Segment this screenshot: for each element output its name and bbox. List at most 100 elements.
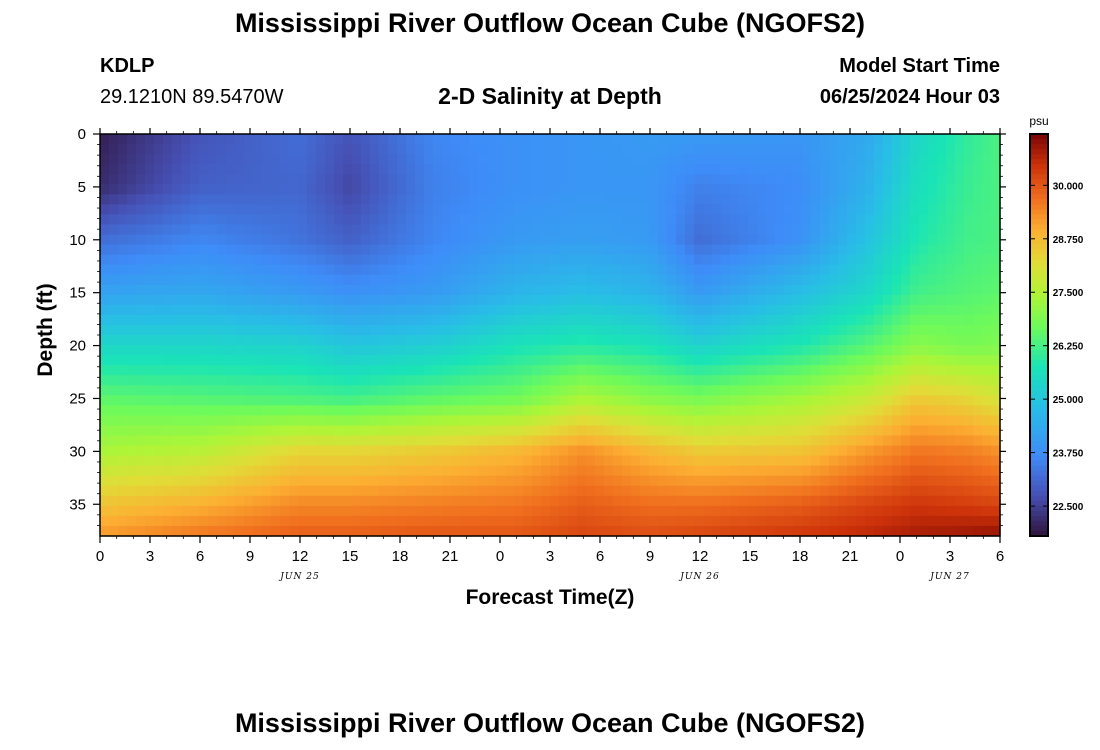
heatmap-cell xyxy=(703,385,713,396)
heatmap-cell xyxy=(649,365,659,376)
heatmap-cell xyxy=(280,465,290,477)
heatmap-cell xyxy=(955,515,965,527)
heatmap-cell xyxy=(865,254,875,266)
heatmap-cell xyxy=(397,345,407,356)
heatmap-cell xyxy=(244,415,254,427)
heatmap-cell xyxy=(784,525,794,537)
heatmap-cell xyxy=(685,314,695,326)
heatmap-cell xyxy=(658,134,668,145)
heatmap-cell xyxy=(298,144,308,155)
heatmap-cell xyxy=(991,425,1001,437)
heatmap-cell xyxy=(136,144,146,155)
heatmap-cell xyxy=(811,144,821,155)
heatmap-cell xyxy=(154,214,164,226)
heatmap-cell xyxy=(361,505,371,517)
heatmap-cell xyxy=(460,475,470,487)
heatmap-cell xyxy=(784,244,794,256)
heatmap-cell xyxy=(622,365,632,376)
heatmap-cell xyxy=(433,345,443,356)
heatmap-cell xyxy=(982,435,992,447)
heatmap-cell xyxy=(847,415,857,427)
heatmap-cell xyxy=(658,395,668,406)
heatmap-cell xyxy=(847,304,857,316)
heatmap-cell xyxy=(307,385,317,396)
heatmap-cell xyxy=(406,244,416,256)
heatmap-cell xyxy=(964,184,974,195)
heatmap-cell xyxy=(505,355,515,366)
heatmap-cell xyxy=(883,294,893,306)
heatmap-cell xyxy=(784,465,794,477)
heatmap-cell xyxy=(451,475,461,487)
heatmap-cell xyxy=(433,304,443,316)
heatmap-cell xyxy=(415,495,425,507)
heatmap-cell xyxy=(766,455,776,467)
heatmap-cell xyxy=(154,505,164,517)
heatmap-cell xyxy=(739,475,749,487)
heatmap-cell xyxy=(946,154,956,165)
heatmap-cell xyxy=(829,505,839,517)
heatmap-cell xyxy=(496,395,506,406)
x-axis: 0 3 6 9 12 15 18 21 0 3 6 9 12 15 18 21 0 3 6 xyxy=(96,128,1004,565)
heatmap-cell xyxy=(460,465,470,477)
heatmap-cell xyxy=(235,395,245,406)
heatmap-cell xyxy=(937,274,947,286)
heatmap-cell xyxy=(370,184,380,195)
heatmap-cell xyxy=(892,515,902,527)
heatmap-cell xyxy=(352,385,362,396)
heatmap-cell xyxy=(874,184,884,195)
heatmap-cell xyxy=(604,154,614,165)
heatmap-cell xyxy=(523,194,533,205)
heatmap-cell xyxy=(748,164,758,175)
heatmap-cell xyxy=(397,264,407,276)
heatmap-cell xyxy=(127,254,137,266)
heatmap-cell xyxy=(334,224,344,236)
heatmap-cell xyxy=(343,284,353,296)
heatmap-cell xyxy=(226,284,236,296)
heatmap-cell xyxy=(100,254,110,266)
heatmap-cell xyxy=(397,214,407,226)
heatmap-cell xyxy=(595,304,605,316)
heatmap-cell xyxy=(163,234,173,246)
heatmap-cell xyxy=(631,385,641,396)
heatmap-cell xyxy=(604,475,614,487)
heatmap-cell xyxy=(946,515,956,527)
heatmap-cell xyxy=(757,244,767,256)
heatmap-cell xyxy=(982,425,992,437)
heatmap-cell xyxy=(208,435,218,447)
heatmap-cell xyxy=(460,505,470,517)
heatmap-cell xyxy=(739,254,749,266)
heatmap-cell xyxy=(190,274,200,286)
heatmap-cell xyxy=(640,415,650,427)
heatmap-cell xyxy=(361,355,371,366)
heatmap-cell xyxy=(568,335,578,346)
heatmap-cell xyxy=(424,294,434,306)
heatmap-cell xyxy=(559,355,569,366)
heatmap-cell xyxy=(190,254,200,266)
heatmap-cell xyxy=(757,505,767,517)
heatmap-cell xyxy=(604,204,614,215)
heatmap-cell xyxy=(739,395,749,406)
heatmap-cell xyxy=(136,375,146,386)
heatmap-cell xyxy=(487,154,497,165)
colorbar-segment xyxy=(1030,455,1048,462)
heatmap-cell xyxy=(712,214,722,226)
heatmap-cell xyxy=(712,515,722,527)
heatmap-cell xyxy=(226,475,236,487)
heatmap-cell xyxy=(991,525,1001,537)
heatmap-cell xyxy=(352,365,362,376)
heatmap-cell xyxy=(640,224,650,236)
heatmap-cell xyxy=(586,174,596,185)
heatmap-cell xyxy=(811,194,821,205)
heatmap-cell xyxy=(658,174,668,185)
heatmap-cell xyxy=(307,244,317,256)
heatmap-cell xyxy=(955,395,965,406)
heatmap-cell xyxy=(622,294,632,306)
heatmap-cell xyxy=(532,375,542,386)
heatmap-cell xyxy=(676,234,686,246)
heatmap-cell xyxy=(343,224,353,236)
heatmap-cell xyxy=(442,445,452,457)
heatmap-cell xyxy=(775,385,785,396)
heatmap-cell xyxy=(397,324,407,336)
heatmap-cell xyxy=(532,435,542,447)
heatmap-cell xyxy=(982,254,992,266)
